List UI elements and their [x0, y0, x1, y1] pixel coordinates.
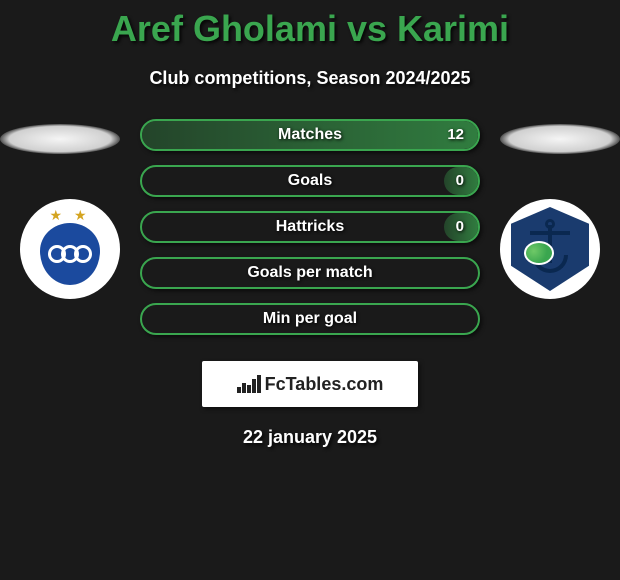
stat-row: Matches 12: [140, 119, 480, 151]
stat-row: Hattricks 0: [140, 211, 480, 243]
stat-value-right: 12: [447, 121, 464, 149]
bar-chart-icon: [237, 375, 259, 393]
stat-row: Goals per match: [140, 257, 480, 289]
crest-right-shield-icon: [511, 207, 589, 291]
stat-row: Goals 0: [140, 165, 480, 197]
stat-label: Goals: [142, 167, 478, 195]
stat-label: Hattricks: [142, 213, 478, 241]
stat-value-right: 0: [456, 213, 464, 241]
wave-icon: [524, 241, 554, 265]
stat-label: Goals per match: [142, 259, 478, 287]
stat-label: Matches: [142, 121, 478, 149]
brand-text: FcTables.com: [265, 374, 384, 395]
stat-row: Min per goal: [140, 303, 480, 335]
crest-left-stars-icon: ★ ★: [30, 207, 110, 224]
player-left-platform: [0, 124, 120, 154]
club-crest-left: ★ ★: [20, 199, 120, 299]
club-crest-right: [500, 199, 600, 299]
stats-list: Matches 12 Goals 0 Hattricks 0 Goals per…: [140, 119, 480, 335]
date-label: 22 january 2025: [0, 427, 620, 448]
page-title: Aref Gholami vs Karimi: [0, 0, 620, 50]
page-subtitle: Club competitions, Season 2024/2025: [0, 68, 620, 89]
comparison-panel: ★ ★ Matches 12: [0, 119, 620, 349]
player-right-platform: [500, 124, 620, 154]
brand-badge[interactable]: FcTables.com: [202, 361, 418, 407]
stat-label: Min per goal: [142, 305, 478, 333]
anchor-icon: [520, 217, 580, 281]
crest-left-shield-icon: [40, 223, 100, 285]
stat-value-right: 0: [456, 167, 464, 195]
